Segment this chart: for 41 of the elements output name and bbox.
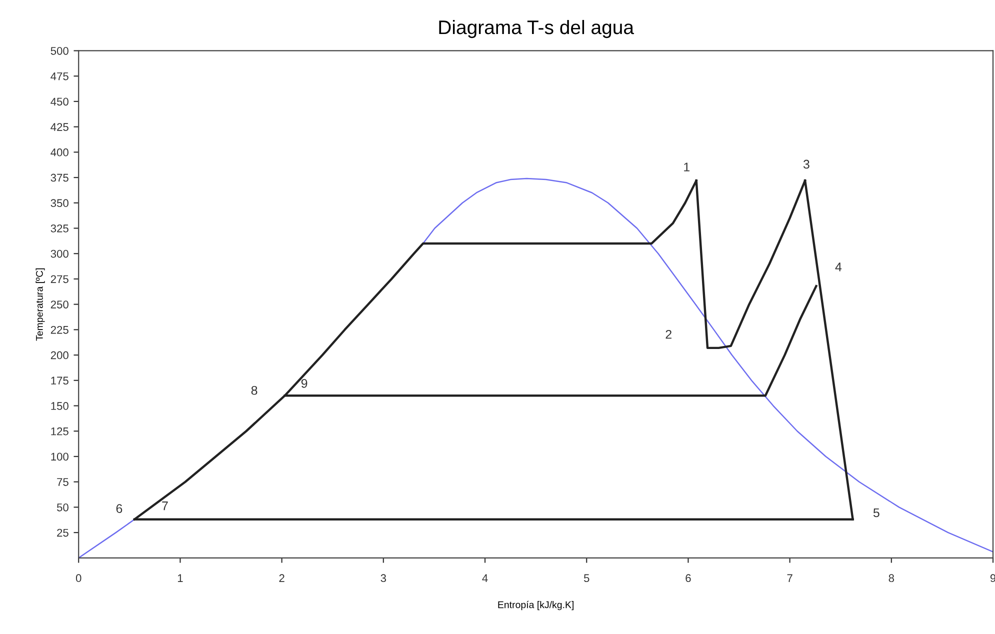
annotation: 4 — [835, 262, 842, 272]
x-tick-label: 7 — [787, 574, 792, 582]
x-tick-label: 3 — [380, 574, 386, 582]
y-tick-label: 200 — [50, 351, 68, 360]
x-tick-label: 2 — [279, 574, 284, 582]
y-tick-label: 225 — [50, 326, 68, 334]
y-tick-label: 125 — [51, 427, 68, 436]
annotation: 7 — [162, 502, 168, 510]
y-tick-label: 300 — [50, 250, 68, 258]
annotation: 1 — [684, 162, 690, 172]
x-tick-label: 8 — [888, 574, 894, 582]
x-tick-label: 0 — [76, 574, 82, 582]
y-tick-label: 100 — [51, 452, 68, 461]
y-tick-label: 500 — [50, 46, 68, 55]
y-tick-label: 150 — [51, 402, 68, 410]
x-tick-label: 4 — [482, 574, 488, 582]
x-tick-label: 1 — [178, 574, 183, 582]
y-tick-label: 275 — [50, 275, 68, 284]
chart-title: Diagrama T-s del agua — [439, 20, 634, 38]
annotation: 8 — [251, 386, 258, 395]
y-tick-label: 475 — [50, 72, 68, 80]
annotation: 2 — [666, 330, 672, 339]
y-tick-label: 250 — [50, 300, 68, 308]
y-tick-label: 450 — [50, 98, 68, 106]
y-tick-label: 425 — [50, 123, 68, 131]
y-tick-label: 175 — [51, 376, 68, 385]
y-tick-label: 325 — [50, 224, 68, 232]
annotation: 6 — [116, 504, 122, 514]
x-tick-label: 5 — [584, 574, 590, 582]
y-tick-label: 25 — [57, 528, 68, 537]
annotation: 9 — [301, 379, 308, 388]
x-axis-title: Entropía [kJ/kg.K] — [498, 600, 574, 610]
y-tick-label: 350 — [50, 199, 68, 208]
y-tick-label: 375 — [50, 174, 68, 182]
annotation: 3 — [803, 160, 810, 169]
annotation: 5 — [873, 508, 880, 518]
y-tick-label: 75 — [57, 478, 68, 486]
y-tick-label: 50 — [56, 503, 68, 512]
y-axis-title: Temperatura [ºC] — [36, 268, 45, 341]
x-tick-label: 6 — [686, 574, 691, 582]
y-tick-label: 400 — [50, 148, 68, 156]
